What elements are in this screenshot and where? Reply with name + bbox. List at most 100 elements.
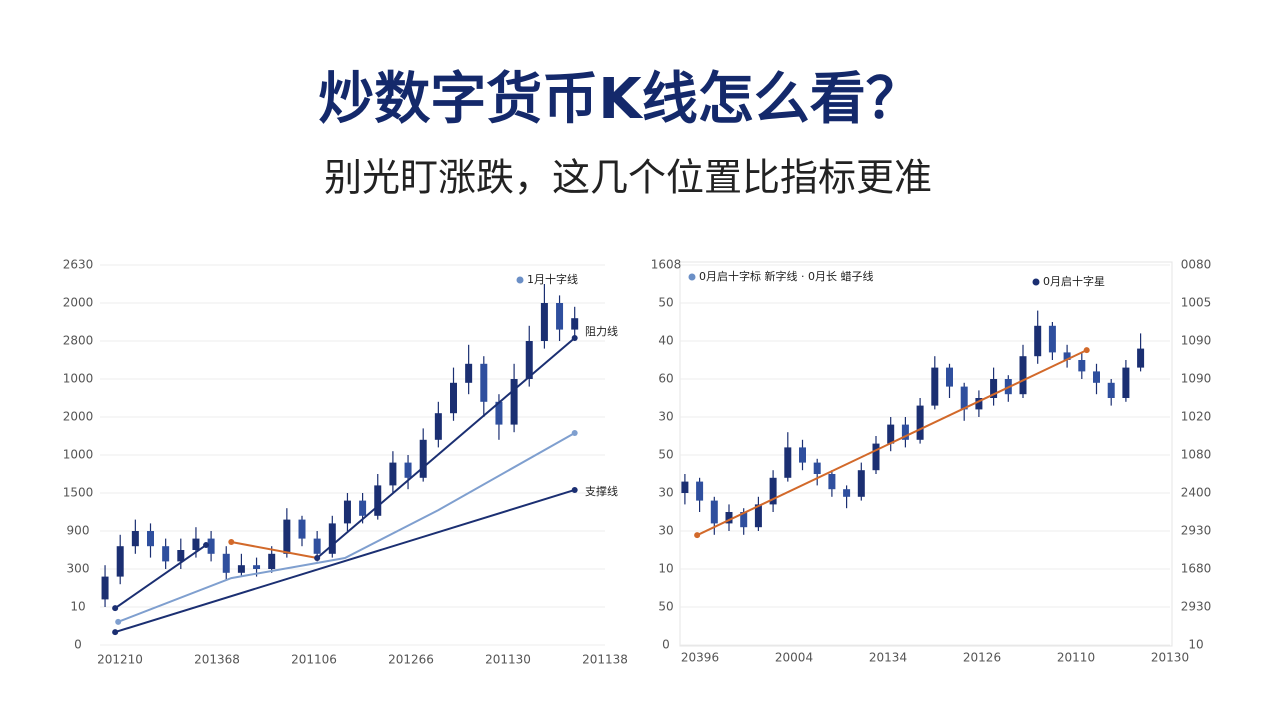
candle-body: [540, 303, 548, 341]
x-tick-label: 201266: [388, 653, 434, 667]
trend-line: [114, 544, 207, 609]
candle-body: [975, 398, 983, 410]
candle-body: [1048, 325, 1056, 353]
y-tick-label: 60: [658, 372, 673, 386]
line-dot: [571, 334, 578, 341]
legend-dot: [516, 276, 524, 284]
candle-body: [222, 553, 230, 573]
y2-tick-label: 2930: [1181, 600, 1212, 614]
x-tick-label: 201106: [291, 653, 337, 667]
candle-body: [1063, 352, 1071, 360]
y-tick-label: 10: [658, 562, 673, 576]
y-tick-label: 1500: [63, 486, 94, 500]
candle-body: [389, 462, 397, 486]
candle-body: [1137, 348, 1145, 368]
trend-line: [231, 541, 318, 559]
legend-label: 0月启十字星: [1043, 274, 1105, 288]
y2-tick-label: 1080: [1181, 448, 1212, 462]
candle-body: [404, 462, 412, 478]
x-tick-label: 20004: [775, 651, 813, 665]
y-tick-label: 1000: [63, 448, 94, 462]
y-tick-label: 50: [658, 296, 673, 310]
candle-body: [343, 500, 351, 524]
candle-body: [374, 485, 382, 516]
y2-tick-label: 2930: [1181, 524, 1212, 538]
annotation: 阻力线: [585, 324, 618, 338]
y-tick-label: 50: [658, 448, 673, 462]
subtitle: 别光盯涨跌，这几个位置比指标更准: [324, 156, 932, 200]
y-tick-label: 900: [67, 524, 90, 538]
y-tick-label: 10: [70, 600, 85, 614]
candle-body: [1107, 382, 1115, 398]
candle-body: [298, 519, 306, 539]
candle-body: [465, 363, 473, 383]
candle-body: [556, 303, 564, 330]
candle-body: [450, 382, 457, 414]
legend-label: 1月十字线: [527, 272, 578, 286]
y2-tick-label: 1005: [1181, 296, 1212, 310]
candle-body: [147, 531, 154, 547]
y-tick-label: 2800: [63, 334, 94, 348]
candle-body: [769, 477, 777, 505]
y2-tick-label: 1090: [1181, 372, 1212, 386]
x-tick-label: 20130: [1151, 651, 1189, 665]
candle-body: [253, 565, 261, 569]
candle-body: [313, 538, 321, 554]
y-tick-label: 300: [67, 562, 90, 576]
legend-label: 0月启十字标 新字线 · 0月长 蜡子线: [699, 269, 873, 283]
candle-body: [872, 443, 880, 471]
candle-body: [916, 405, 924, 440]
candle-body: [510, 379, 518, 425]
y2-tick-label: 1020: [1181, 410, 1212, 424]
legend-dot: [1032, 278, 1040, 286]
y2-tick-label: 1090: [1181, 334, 1212, 348]
candle-body: [207, 538, 215, 554]
candle-body: [828, 474, 836, 490]
candle-body: [419, 439, 427, 478]
candle-body: [696, 481, 704, 501]
candle-body: [1078, 360, 1086, 372]
candle-body: [237, 565, 245, 573]
candle-body: [799, 447, 806, 463]
candle-body: [1019, 356, 1027, 395]
panel-frame: [679, 261, 1173, 647]
line-dot: [571, 429, 578, 436]
y-tick-label: 2000: [63, 296, 94, 310]
line-dot: [203, 542, 210, 549]
candle-body: [725, 512, 733, 524]
y-tick-label: 30: [658, 410, 673, 424]
y-tick-label: 0: [662, 638, 670, 652]
x-tick-label: 201138: [582, 653, 628, 667]
candle-body: [495, 401, 503, 425]
y-tick-label: 30: [658, 524, 673, 538]
x-tick-label: 20134: [869, 651, 907, 665]
trend-line: [696, 349, 1088, 537]
y-tick-label: 2630: [63, 258, 94, 272]
candle-body: [857, 470, 865, 497]
candle-body: [131, 531, 139, 547]
line-dot: [112, 605, 119, 612]
trend-line: [114, 489, 575, 634]
candle-body: [1122, 367, 1130, 398]
candle-body: [192, 538, 200, 550]
candle-body: [960, 386, 968, 410]
candle-body: [434, 413, 442, 440]
candle-body: [990, 379, 998, 398]
y2-tick-label: 10: [1188, 638, 1203, 652]
candle-body: [843, 489, 851, 497]
x-tick-label: 201130: [485, 653, 531, 667]
candle-body: [710, 500, 718, 524]
y2-tick-label: 1680: [1181, 562, 1212, 576]
x-tick-label: 20110: [1057, 651, 1095, 665]
y-tick-label: 2000: [63, 410, 94, 424]
candle-body: [946, 367, 953, 387]
candle-body: [1093, 371, 1100, 383]
candle-body: [813, 462, 821, 474]
candle-body: [177, 550, 185, 562]
x-tick-label: 20396: [681, 651, 719, 665]
y2-tick-label: 2400: [1181, 486, 1212, 500]
y-tick-label: 50: [658, 600, 673, 614]
candle-body: [328, 523, 336, 554]
